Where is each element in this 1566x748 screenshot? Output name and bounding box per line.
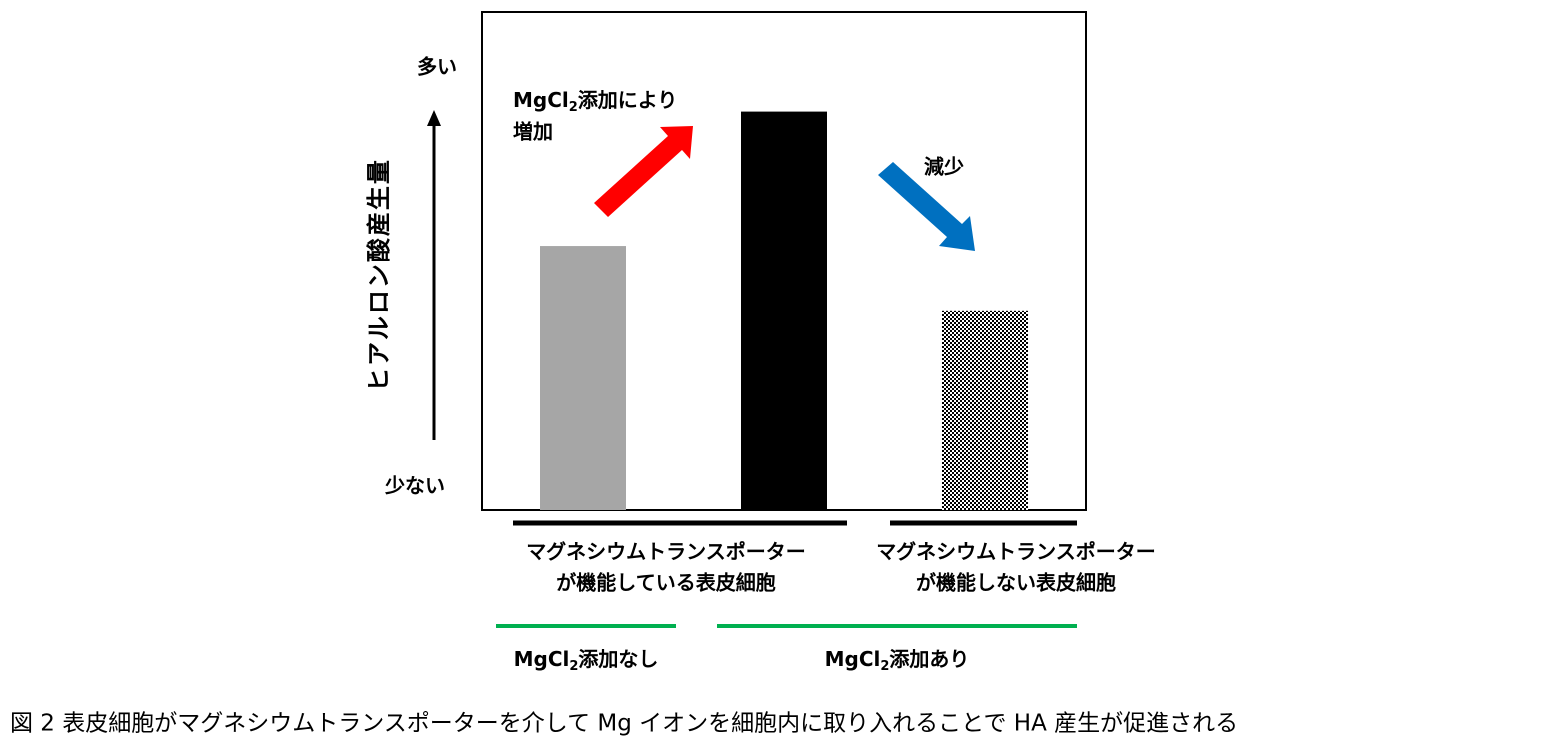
label-sub: 2 (569, 100, 578, 115)
group-label: が機能している表皮細胞 (556, 571, 775, 595)
label-part: MgCl (825, 647, 881, 671)
decrease-label: 減少 (924, 155, 964, 179)
label-part: MgCl (513, 88, 569, 112)
y-high-label: 多い (417, 55, 457, 79)
treatment-label: MgCl2添加なし (514, 647, 659, 674)
label-part: MgCl (514, 647, 570, 671)
treatment-label: MgCl2添加あり (825, 647, 970, 674)
label-sub: 2 (569, 659, 578, 674)
increase-label: MgCl2添加により (513, 88, 677, 115)
decrease-arrow (878, 162, 975, 251)
label-sub: 2 (880, 659, 889, 674)
y-low-label: 少ない (384, 474, 445, 498)
group-label: マグネシウムトランスポーター (526, 540, 806, 564)
increase-label: 増加 (513, 120, 553, 144)
group-label: マグネシウムトランスポーター (876, 540, 1156, 564)
bar (540, 246, 626, 510)
label-part: 添加なし (578, 647, 658, 671)
increase-arrow (594, 126, 693, 217)
group-label: が機能しない表皮細胞 (916, 571, 1116, 595)
label-part: 添加あり (889, 647, 969, 671)
bar (942, 310, 1028, 510)
y-axis-label: ヒアルロン酸産生量 (365, 158, 393, 392)
y-arrow-head (427, 110, 441, 126)
caption: 図 2 表皮細胞がマグネシウムトランスポーターを介して Mg イオンを細胞内に取… (10, 711, 1238, 737)
label-part: 添加により (578, 88, 678, 112)
bar (741, 111, 827, 510)
